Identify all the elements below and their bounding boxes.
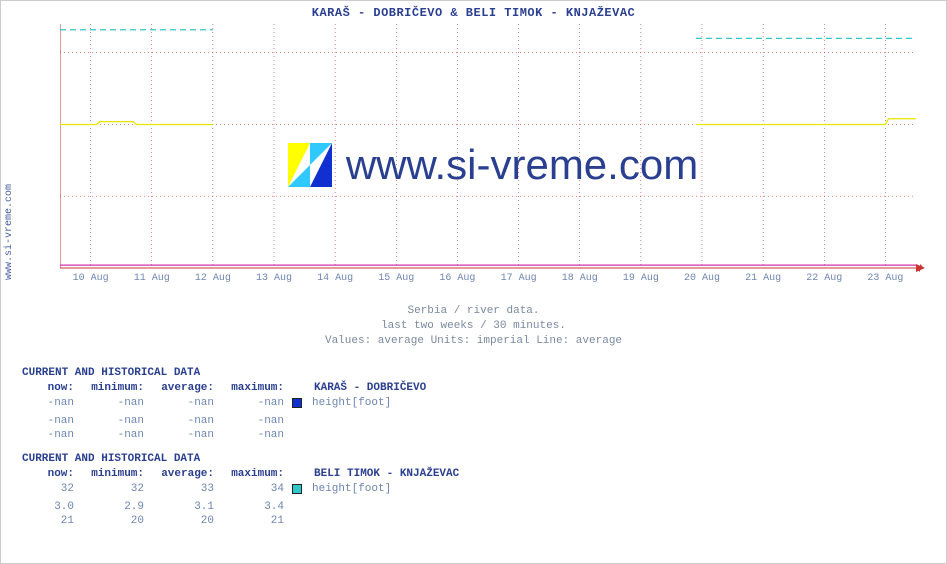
svg-text:15 Aug: 15 Aug	[378, 273, 414, 284]
section-1-series-name: KARAŠ - DOBRIČEVO	[310, 381, 426, 396]
svg-text:12 Aug: 12 Aug	[195, 273, 231, 284]
section-1-table: now: minimum: average: maximum: KARAŠ - …	[22, 381, 426, 443]
data-section-2: CURRENT AND HISTORICAL DATA now: minimum…	[22, 452, 459, 529]
caption-line-3: Values: average Units: imperial Line: av…	[0, 334, 947, 349]
s1-r3c1: -nan	[22, 428, 82, 443]
svg-text:10 Aug: 10 Aug	[73, 273, 109, 284]
svg-text:17 Aug: 17 Aug	[501, 273, 537, 284]
section-2-series-name: BELI TIMOK - KNJAŽEVAC	[310, 467, 459, 482]
svg-text:14 Aug: 14 Aug	[317, 273, 353, 284]
svg-text:19 Aug: 19 Aug	[623, 273, 659, 284]
s1-r1c4: -nan	[222, 396, 292, 414]
s2-r3c4: 21	[222, 514, 292, 529]
s2-r1c1: 32	[22, 482, 82, 500]
chart-title: KARAŠ - DOBRIČEVO & BELI TIMOK - KNJAŽEV…	[0, 6, 947, 20]
svg-text:20 Aug: 20 Aug	[684, 273, 720, 284]
section-2-title: CURRENT AND HISTORICAL DATA	[22, 452, 459, 467]
hdr2-now: now:	[22, 467, 82, 482]
s1-r1c1: -nan	[22, 396, 82, 414]
s1-r2c1: -nan	[22, 414, 82, 429]
hdr-max: maximum:	[222, 381, 292, 396]
s2-r2c3: 3.1	[152, 500, 222, 515]
s1-r2c4: -nan	[222, 414, 292, 429]
svg-text:16 Aug: 16 Aug	[439, 273, 475, 284]
hdr-now: now:	[22, 381, 82, 396]
section-1-title: CURRENT AND HISTORICAL DATA	[22, 366, 426, 381]
s1-r3c2: -nan	[82, 428, 152, 443]
s1-r2c3: -nan	[152, 414, 222, 429]
hdr2-avg: average:	[152, 467, 222, 482]
vertical-site-label: www.si-vreme.com	[4, 184, 15, 280]
s2-r3c1: 21	[22, 514, 82, 529]
section-2-unit-label: height[foot]	[310, 482, 459, 500]
s1-r3c4: -nan	[222, 428, 292, 443]
s2-r1c3: 33	[152, 482, 222, 500]
data-section-1: CURRENT AND HISTORICAL DATA now: minimum…	[22, 366, 426, 443]
hdr2-max: maximum:	[222, 467, 292, 482]
s1-r1c3: -nan	[152, 396, 222, 414]
svg-text:22 Aug: 22 Aug	[806, 273, 842, 284]
section-2-swatch-icon	[292, 484, 302, 494]
s2-r3c3: 20	[152, 514, 222, 529]
s2-r2c1: 3.0	[22, 500, 82, 515]
s1-r1c2: -nan	[82, 396, 152, 414]
section-1-swatch-icon	[292, 398, 302, 408]
section-2-table: now: minimum: average: maximum: BELI TIM…	[22, 467, 459, 529]
s2-r2c2: 2.9	[82, 500, 152, 515]
s2-r1c4: 34	[222, 482, 292, 500]
s2-r3c2: 20	[82, 514, 152, 529]
hdr2-min: minimum:	[82, 467, 152, 482]
s2-r2c4: 3.4	[222, 500, 292, 515]
svg-text:13 Aug: 13 Aug	[256, 273, 292, 284]
s1-r3c3: -nan	[152, 428, 222, 443]
caption-block: Serbia / river data. last two weeks / 30…	[0, 304, 947, 349]
s2-r1c2: 32	[82, 482, 152, 500]
hdr-min: minimum:	[82, 381, 152, 396]
chart-plot-area: 10203010 Aug11 Aug12 Aug13 Aug14 Aug15 A…	[60, 24, 926, 286]
section-1-unit-label: height[foot]	[310, 396, 426, 414]
caption-line-1: Serbia / river data.	[0, 304, 947, 319]
svg-text:18 Aug: 18 Aug	[562, 273, 598, 284]
svg-text:21 Aug: 21 Aug	[745, 273, 781, 284]
chart-svg: 10203010 Aug11 Aug12 Aug13 Aug14 Aug15 A…	[60, 24, 926, 286]
hdr-avg: average:	[152, 381, 222, 396]
svg-text:11 Aug: 11 Aug	[134, 273, 170, 284]
caption-line-2: last two weeks / 30 minutes.	[0, 319, 947, 334]
svg-text:23 Aug: 23 Aug	[867, 273, 903, 284]
s1-r2c2: -nan	[82, 414, 152, 429]
